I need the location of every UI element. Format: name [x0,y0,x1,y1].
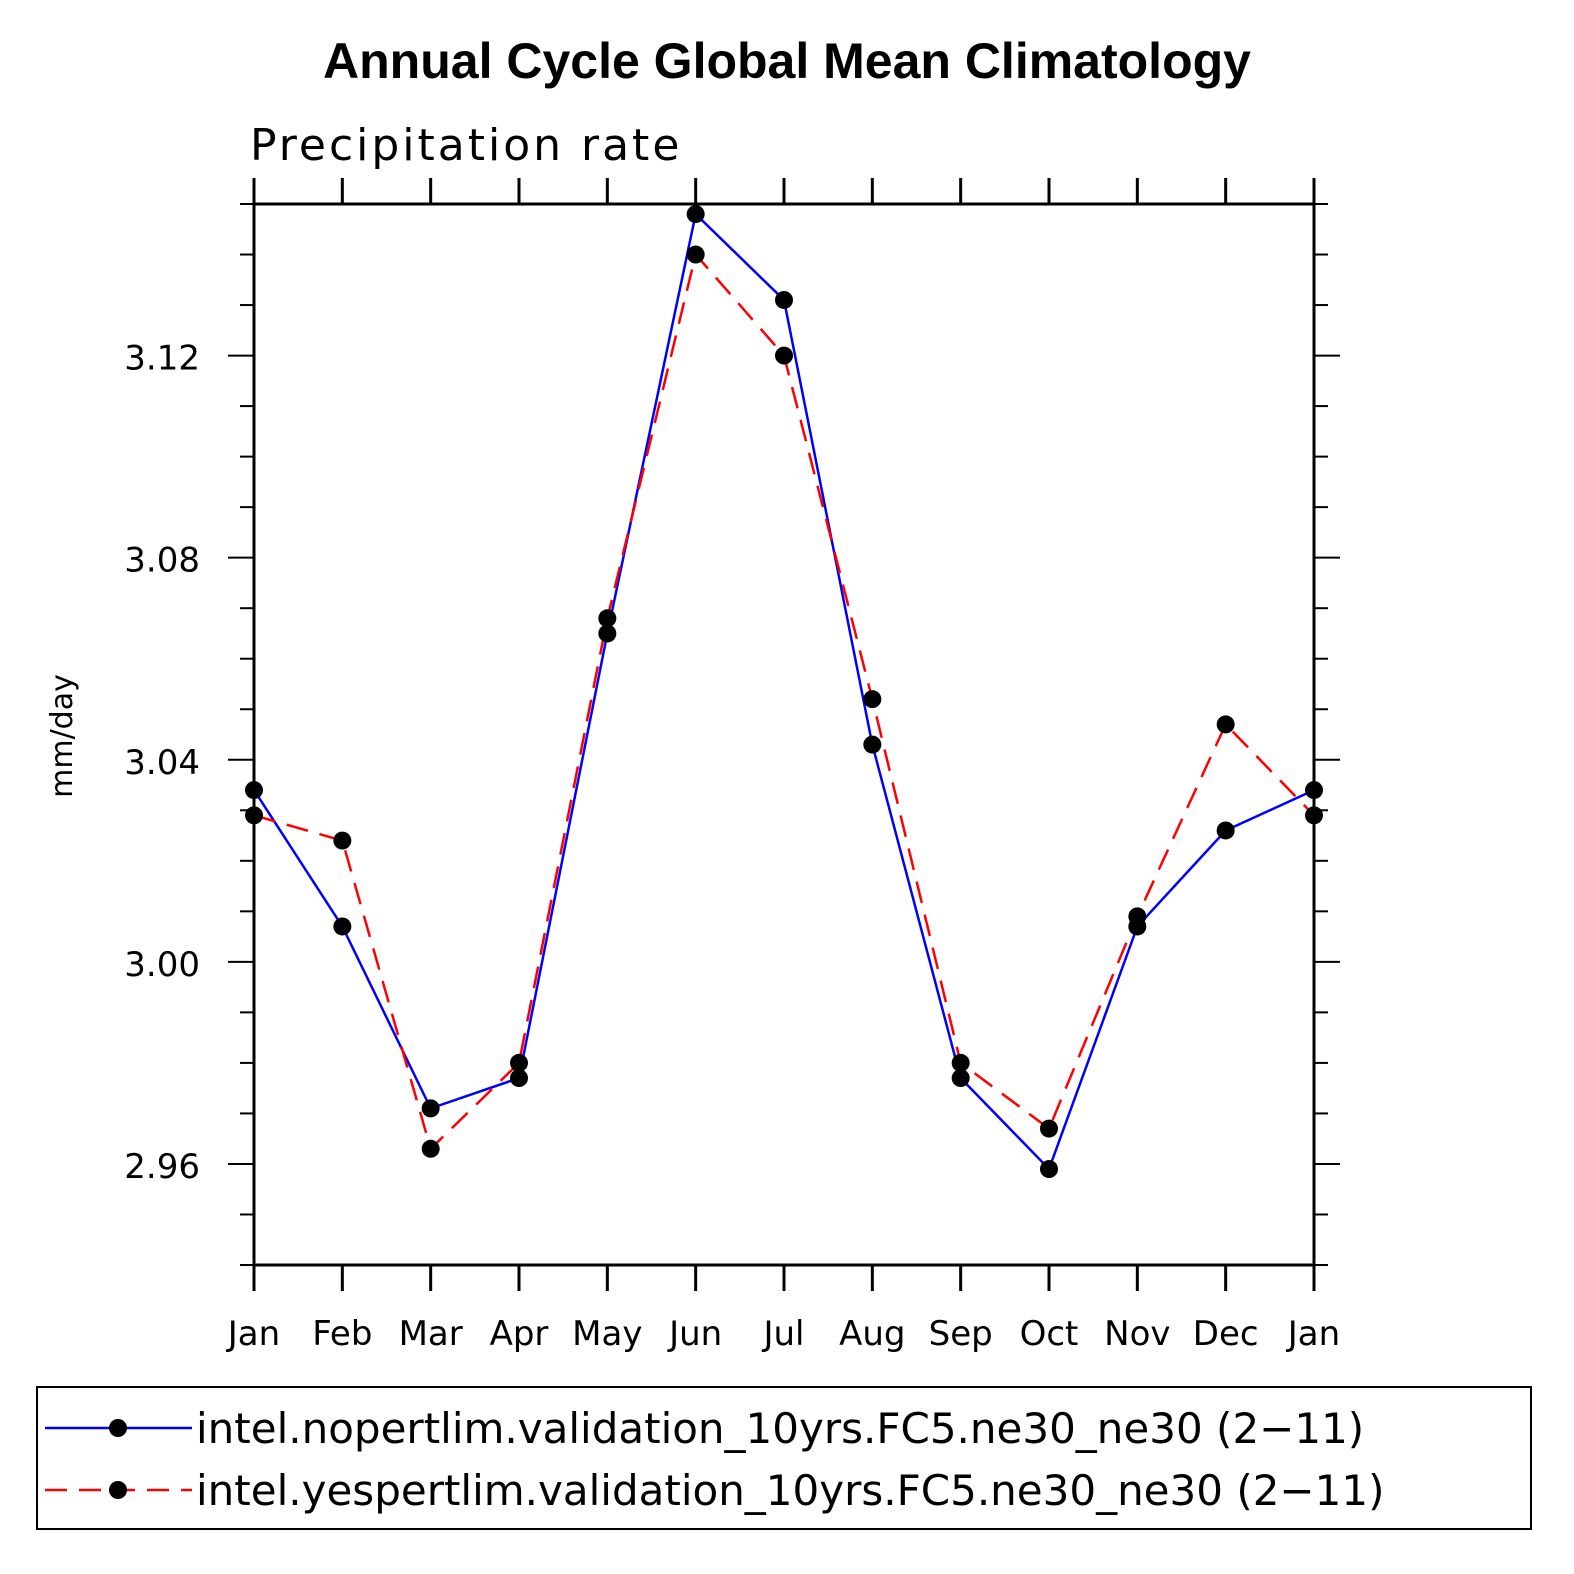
x-tick-label: Oct [1020,1314,1079,1354]
legend-label-2: intel.yespertlim.validation_10yrs.FC5.ne… [196,1466,1384,1515]
data-point-series-1 [863,735,882,754]
x-tick-label: May [572,1314,642,1354]
y-tick-label: 3.08 [124,541,200,581]
data-point-series-2 [1128,907,1147,926]
x-tick-label: Jan [1286,1314,1340,1354]
data-point-series-1 [686,205,705,224]
legend-box [36,1386,1532,1530]
y-tick-label: 3.04 [124,743,200,783]
legend: intel.nopertlim.validation_10yrs.FC5.ne3… [36,1386,1532,1530]
data-point-series-1 [421,1099,440,1118]
legend-label-1: intel.nopertlim.validation_10yrs.FC5.ne3… [196,1404,1364,1453]
data-point-series-2 [686,245,705,264]
x-tick-label: Jun [667,1314,722,1354]
data-point-series-1 [1216,821,1235,840]
data-point-series-2 [951,1053,970,1072]
y-axis-label: mm/day [45,674,80,798]
legend-marker-1 [109,1419,127,1437]
data-point-series-2 [598,609,617,628]
series-layer [245,205,1323,1179]
data-point-series-1 [1040,1160,1058,1179]
data-point-series-1 [598,624,617,643]
chart-subtitle: Precipitation rate [250,120,682,171]
x-tick-label: Nov [1104,1314,1170,1354]
data-point-series-1 [510,1069,528,1088]
series-line-2 [253,251,1315,1152]
y-tick-label: 2.96 [124,1147,200,1187]
chart-title: Annual Cycle Global Mean Climatology [323,33,1251,89]
plot-frame [252,202,1316,1267]
data-point-series-2 [333,831,352,850]
data-point-series-1 [775,290,793,309]
y-tick-label: 3.00 [124,945,200,985]
data-point-series-2 [510,1053,528,1072]
x-tick-label: Feb [312,1314,372,1354]
x-tick-label: Apr [490,1314,549,1354]
data-point-series-2 [1040,1119,1058,1138]
x-tick-label: Sep [929,1314,993,1354]
x-tick-label: Aug [839,1314,905,1354]
x-tick-label: Mar [399,1314,463,1354]
y-tick-label: 3.12 [124,339,200,379]
data-point-series-2 [421,1139,440,1158]
data-point-series-2 [863,690,882,709]
data-point-series-2 [775,346,793,365]
tick-labels: Jan Feb Mar Apr May Jun Jul Aug Sep Oct Nov Dec Jan 2… [124,339,1340,1354]
data-point-series-1 [333,917,352,936]
axes-layer [228,178,1340,1291]
data-point-series-2 [1216,715,1235,734]
x-tick-label: Dec [1193,1314,1259,1354]
legend-marker-2 [109,1481,127,1499]
x-tick-label: Jul [761,1314,804,1354]
data-point-series-1 [951,1069,970,1088]
x-tick-label: Jan [226,1314,280,1354]
